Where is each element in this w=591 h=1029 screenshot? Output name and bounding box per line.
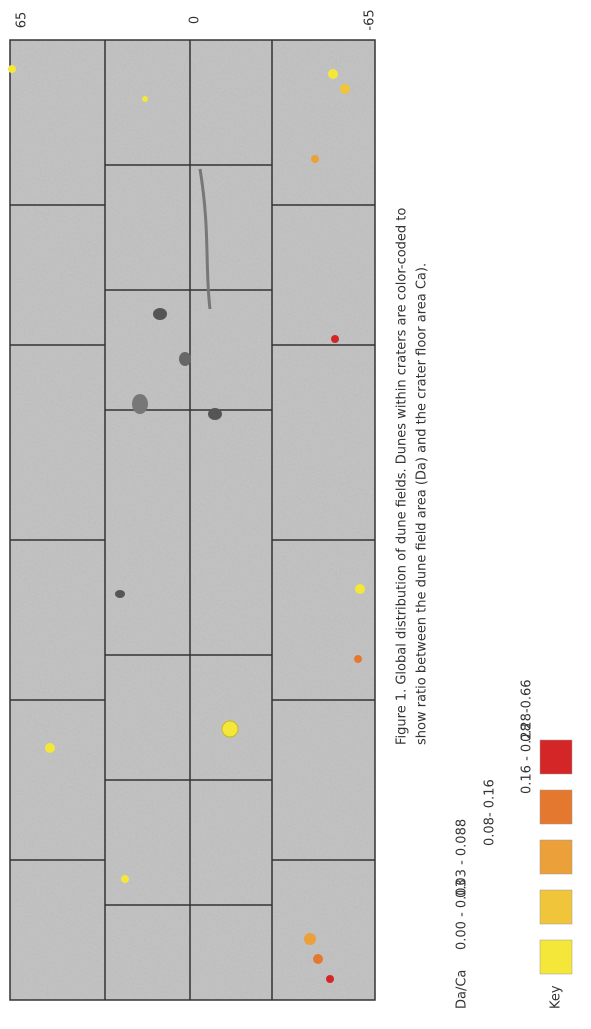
key-title: Key: [549, 985, 564, 1009]
map: [8, 40, 375, 1000]
map-background: [10, 40, 375, 1000]
key-subtitle: Da/Ca: [455, 970, 470, 1009]
key-label: 0.03 - 0.088: [455, 819, 470, 898]
key-swatch: [540, 790, 572, 824]
page: 65 0 -65 Figure 1. Global distribution o…: [0, 0, 591, 1029]
key-swatch: [540, 740, 572, 774]
key-swatch: [540, 940, 572, 974]
lat-label: 0: [188, 16, 203, 24]
key-label: 0.28-0.66: [520, 679, 535, 742]
figure: 65 0 -65 Figure 1. Global distribution o…: [0, 0, 591, 1029]
key-swatch: [540, 890, 572, 924]
lat-label: -65: [363, 9, 378, 30]
caption-line: show ratio between the dune field area (…: [415, 263, 430, 745]
caption-line: Figure 1. Global distribution of dune fi…: [395, 208, 410, 745]
lat-label: 65: [15, 12, 30, 29]
key-swatch: [540, 840, 572, 874]
key-label: 0.08- 0.16: [483, 779, 498, 846]
